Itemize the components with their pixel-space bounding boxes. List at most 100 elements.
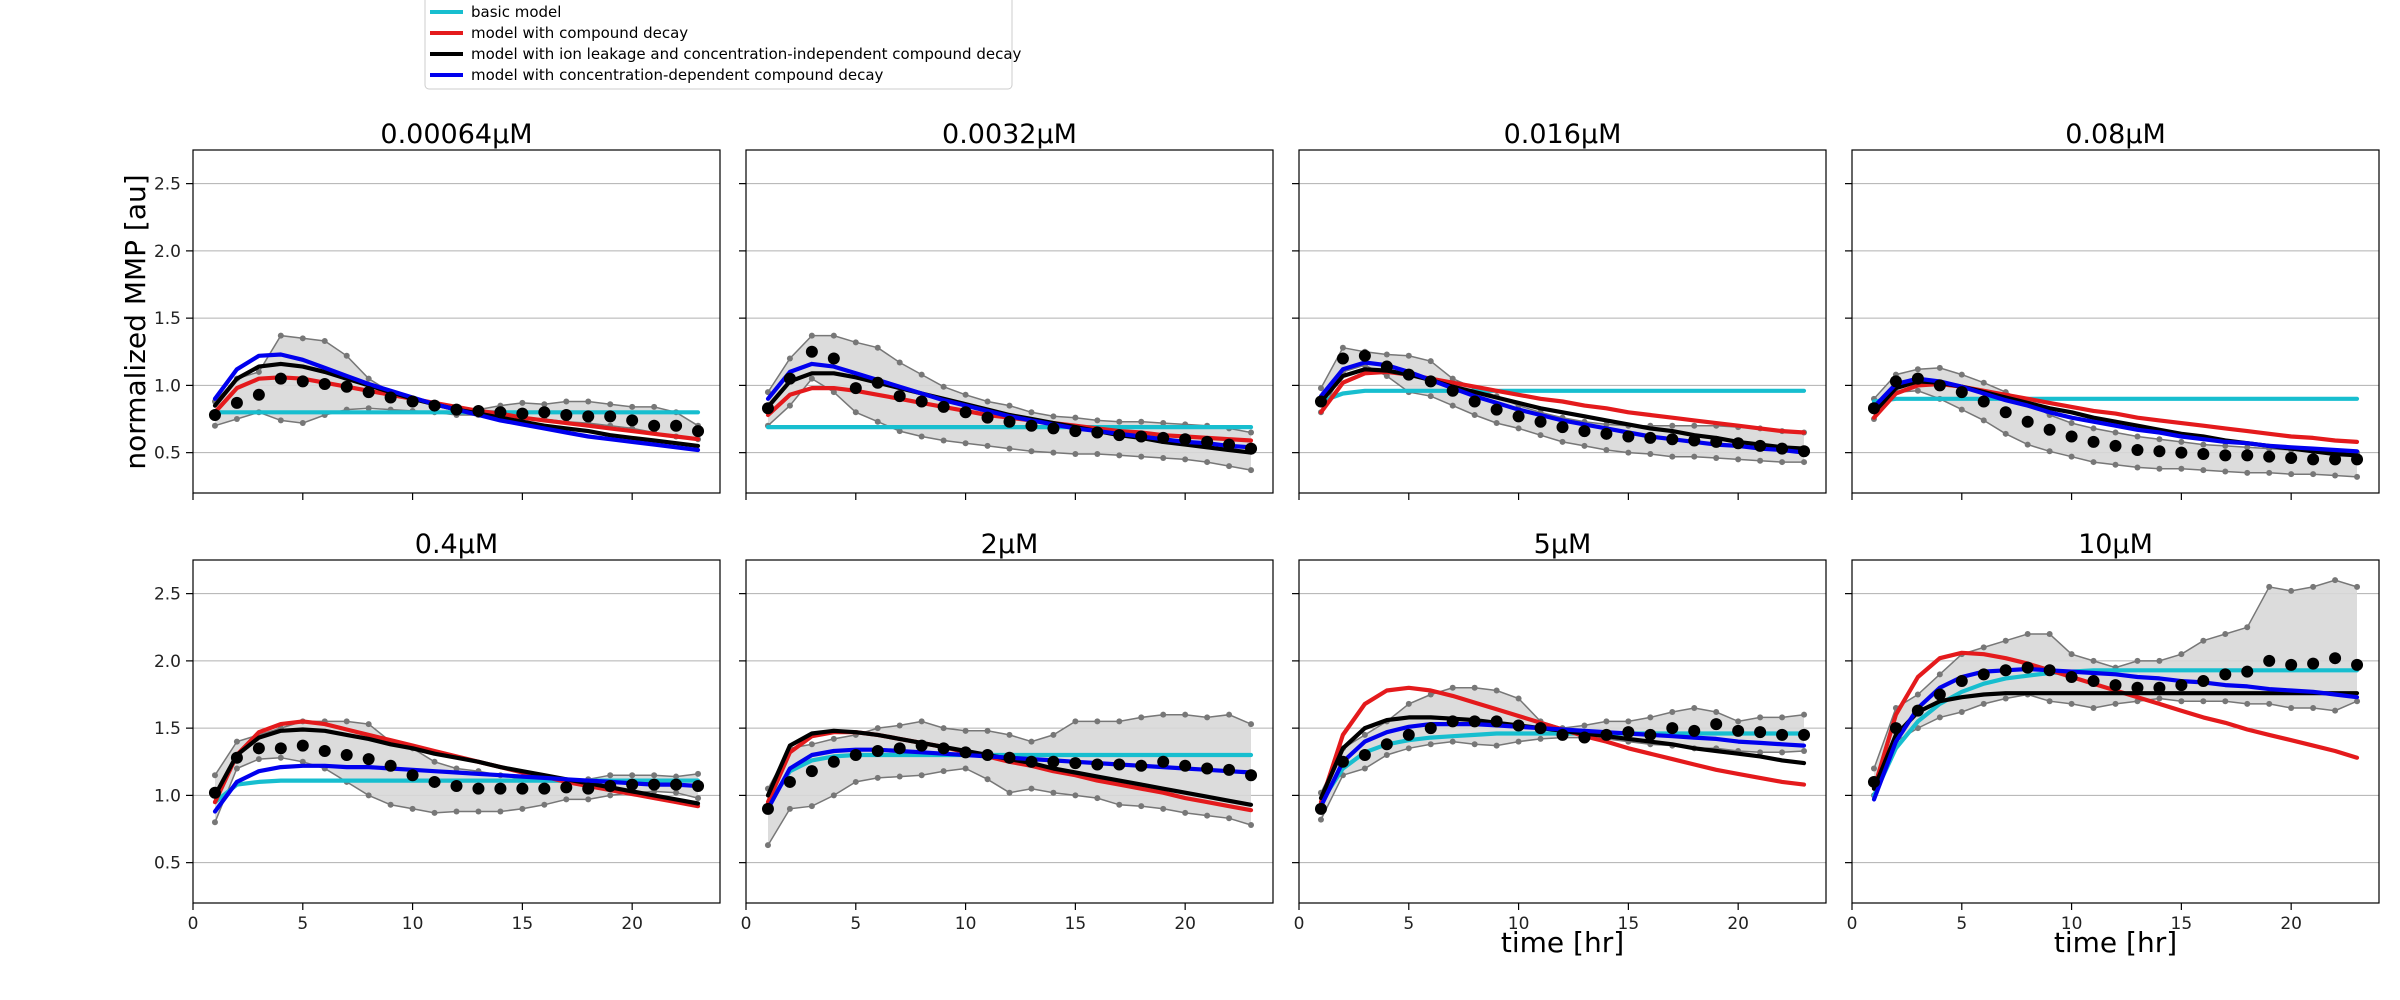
x-tick-label: 5 — [1956, 914, 1967, 934]
upper-bound-point — [940, 725, 947, 732]
lower-bound-point — [2002, 430, 2009, 437]
lower-bound-point — [1050, 449, 1057, 456]
upper-bound-point — [1801, 711, 1808, 718]
lower-bound-point — [2222, 468, 2229, 475]
upper-bound-point — [343, 718, 350, 725]
upper-bound-point — [1713, 708, 1720, 715]
upper-bound-point — [233, 738, 240, 745]
lower-bound-point — [1493, 420, 1500, 427]
lower-bound-point — [2222, 698, 2229, 705]
observed-point — [2307, 453, 2320, 466]
observed-point — [1135, 430, 1148, 443]
upper-bound-point — [830, 332, 837, 339]
observed-point — [1622, 430, 1635, 443]
upper-bound-point — [1028, 738, 1035, 745]
observed-point — [1600, 728, 1613, 741]
lower-bound-point — [1801, 748, 1808, 755]
observed-point — [1179, 759, 1192, 772]
observed-point — [1091, 426, 1104, 439]
observed-point — [1933, 688, 1946, 701]
observed-point — [1798, 445, 1811, 458]
upper-bound-point — [1160, 711, 1167, 718]
observed-point — [1446, 715, 1459, 728]
upper-bound-point — [1603, 421, 1610, 428]
upper-bound-point — [1427, 358, 1434, 365]
lower-bound-point — [962, 440, 969, 447]
observed-point — [959, 406, 972, 419]
observed-point — [604, 410, 617, 423]
observed-point — [1179, 433, 1192, 446]
upper-bound-point — [607, 401, 614, 408]
concentration-decay-line — [1871, 666, 2360, 802]
upper-bound-point — [629, 403, 636, 410]
lower-bound-point — [277, 417, 284, 424]
upper-bound-point — [962, 727, 969, 734]
upper-bound-point — [2200, 441, 2207, 448]
upper-bound-point — [2156, 657, 2163, 664]
lower-bound-point — [541, 801, 548, 808]
y-axis-label: normalized MMP [au] — [119, 174, 152, 469]
observed-point — [2131, 681, 2144, 694]
observed-point — [1534, 415, 1547, 428]
lower-bound-point — [2024, 441, 2031, 448]
y-tick-label: 0.5 — [154, 854, 181, 874]
observed-point — [1867, 402, 1880, 415]
observed-point — [560, 408, 573, 421]
observed-point — [761, 802, 774, 815]
panel-title: 2μM — [981, 529, 1039, 560]
lower-bound-point — [2156, 465, 2163, 472]
panel-frame — [745, 559, 1274, 904]
lower-bound-point — [211, 422, 218, 429]
upper-bound-point — [1936, 671, 1943, 678]
lower-bound-point — [2288, 471, 2295, 478]
lower-bound-point — [2354, 473, 2361, 480]
upper-bound-point — [764, 389, 771, 396]
x-tick-label: 20 — [1174, 914, 1196, 934]
lower-bound-point — [1006, 789, 1013, 796]
legend-entry-label: basic model — [471, 3, 561, 21]
upper-bound-point — [1317, 385, 1324, 392]
observed-point — [450, 403, 463, 416]
observed-point — [2021, 661, 2034, 674]
upper-bound-point — [1936, 364, 1943, 371]
lower-bound-point — [1471, 411, 1478, 418]
observed-point — [1512, 410, 1525, 423]
upper-bound-point — [277, 332, 284, 339]
panel-frame — [745, 149, 1274, 494]
upper-bound-point — [2134, 657, 2141, 664]
x-tick-label: 5 — [297, 914, 308, 934]
upper-bound-point — [1515, 695, 1522, 702]
observed-point — [937, 400, 950, 413]
observed-point — [1977, 395, 1990, 408]
lower-bound-point — [1050, 789, 1057, 796]
lower-bound-point — [1691, 453, 1698, 460]
upper-bound-point — [1204, 714, 1211, 721]
x-tick-label: 20 — [1727, 914, 1749, 934]
lower-bound-point — [1669, 453, 1676, 460]
observed-point — [1424, 375, 1437, 388]
lower-bound-point — [1361, 765, 1368, 772]
upper-bound-point — [1138, 714, 1145, 721]
legend-entry-label: model with concentration-dependent compo… — [471, 66, 884, 84]
upper-bound-point — [1405, 352, 1412, 359]
observed-point — [783, 775, 796, 788]
lower-bound-point — [1515, 425, 1522, 432]
lower-bound-point — [2178, 698, 2185, 705]
panel-frame — [1298, 149, 1827, 494]
upper-bound-point — [1669, 422, 1676, 429]
upper-bound-point — [365, 721, 372, 728]
upper-bound-point — [453, 765, 460, 772]
upper-bound-point — [2266, 583, 2273, 590]
lower-bound-point — [1072, 450, 1079, 457]
observed-point — [1157, 755, 1170, 768]
lower-bound-point — [1028, 785, 1035, 792]
lower-bound-point — [2068, 700, 2075, 707]
observed-point — [1113, 429, 1126, 442]
upper-bound-point — [343, 352, 350, 359]
observed-point — [1933, 379, 1946, 392]
lower-bound-point — [431, 809, 438, 816]
x-tick-label: 0 — [188, 914, 199, 934]
lower-bound-point — [2266, 700, 2273, 707]
lower-bound-point — [2288, 704, 2295, 711]
